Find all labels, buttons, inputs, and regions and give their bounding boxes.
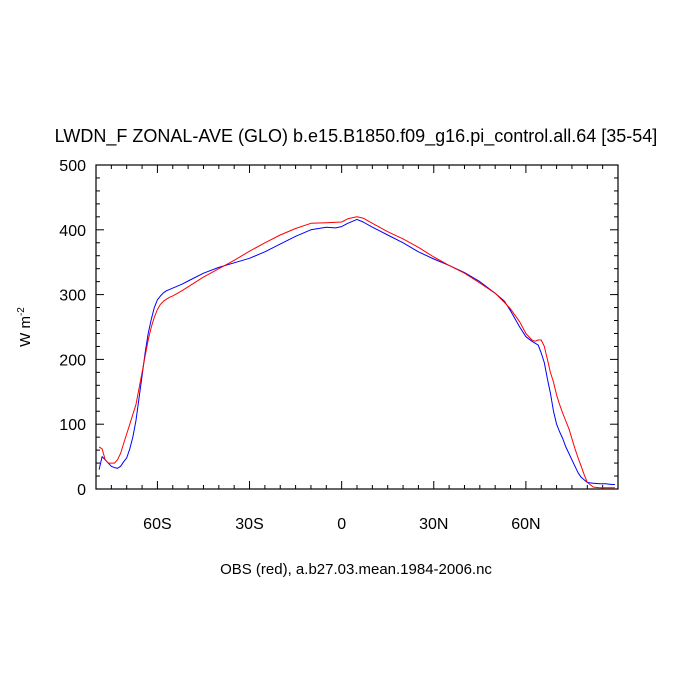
plot-frame [95, 164, 619, 490]
plot-area: 60S 30S 0 30N 60N 0 100 200 300 400 500 [59, 158, 619, 533]
series-line-1 [98, 218, 615, 485]
y-axis-label: W m-2 [16, 307, 34, 347]
x-axis-ticks: 60S 30S 0 30N 60N [110, 165, 619, 533]
y-axis-ticks: 0 100 200 300 400 500 [59, 158, 618, 499]
y-tick-label: 400 [59, 223, 86, 240]
x-tick-label: 0 [337, 516, 346, 533]
series-lines [98, 216, 615, 489]
y-tick-label: 300 [59, 288, 86, 305]
x-tick-label: 30N [419, 516, 448, 533]
y-tick-label: 500 [59, 158, 86, 175]
y-tick-label: 0 [77, 482, 86, 499]
y-axis-label-main: W m [17, 316, 34, 347]
y-tick-label: 200 [59, 352, 86, 369]
y-axis-label-superscript: -2 [16, 307, 27, 316]
series-line-2 [98, 216, 615, 489]
chart-title: LWDN_F ZONAL-AVE (GLO) b.e15.B1850.f09_g… [55, 126, 658, 147]
footnote: OBS (red), a.b27.03.mean.1984-2006.nc [220, 561, 492, 578]
x-tick-label: 60S [143, 516, 171, 533]
y-tick-label: 100 [59, 417, 86, 434]
x-tick-label: 60N [511, 516, 540, 533]
x-tick-label: 30S [235, 516, 263, 533]
